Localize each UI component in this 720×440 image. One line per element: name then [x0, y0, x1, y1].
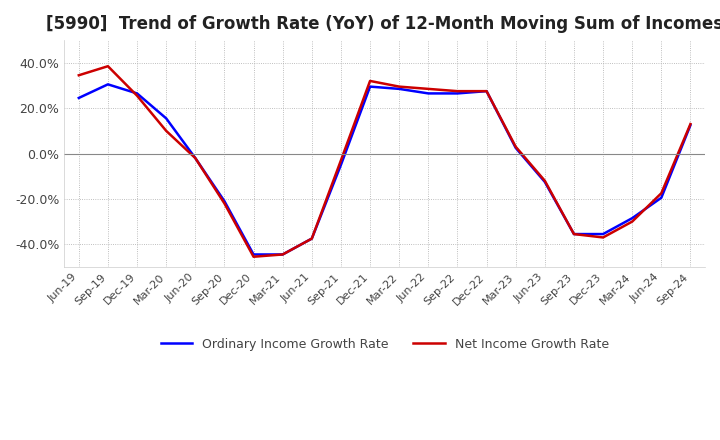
Net Income Growth Rate	[424, 86, 433, 92]
Net Income Growth Rate	[657, 191, 665, 196]
Net Income Growth Rate	[570, 231, 578, 237]
Ordinary Income Growth Rate	[628, 216, 636, 221]
Net Income Growth Rate	[337, 158, 346, 163]
Ordinary Income Growth Rate	[279, 252, 287, 257]
Net Income Growth Rate	[599, 235, 608, 240]
Line: Net Income Growth Rate: Net Income Growth Rate	[78, 66, 690, 257]
Ordinary Income Growth Rate	[132, 91, 141, 96]
Ordinary Income Growth Rate	[162, 116, 171, 121]
Ordinary Income Growth Rate	[191, 155, 199, 161]
Net Income Growth Rate	[132, 93, 141, 98]
Net Income Growth Rate	[482, 88, 491, 94]
Ordinary Income Growth Rate	[104, 82, 112, 87]
Net Income Growth Rate	[162, 128, 171, 133]
Net Income Growth Rate	[511, 144, 520, 149]
Ordinary Income Growth Rate	[599, 231, 608, 237]
Net Income Growth Rate	[686, 121, 695, 127]
Net Income Growth Rate	[453, 88, 462, 94]
Ordinary Income Growth Rate	[307, 236, 316, 241]
Ordinary Income Growth Rate	[249, 252, 258, 257]
Net Income Growth Rate	[279, 252, 287, 257]
Ordinary Income Growth Rate	[220, 198, 229, 204]
Title: [5990]  Trend of Growth Rate (YoY) of 12-Month Moving Sum of Incomes: [5990] Trend of Growth Rate (YoY) of 12-…	[46, 15, 720, 33]
Ordinary Income Growth Rate	[424, 91, 433, 96]
Legend: Ordinary Income Growth Rate, Net Income Growth Rate: Ordinary Income Growth Rate, Net Income …	[156, 333, 613, 356]
Ordinary Income Growth Rate	[337, 162, 346, 168]
Ordinary Income Growth Rate	[657, 195, 665, 200]
Net Income Growth Rate	[249, 254, 258, 260]
Net Income Growth Rate	[541, 178, 549, 183]
Net Income Growth Rate	[104, 63, 112, 69]
Ordinary Income Growth Rate	[541, 179, 549, 184]
Ordinary Income Growth Rate	[511, 145, 520, 150]
Net Income Growth Rate	[74, 73, 83, 78]
Ordinary Income Growth Rate	[570, 231, 578, 237]
Ordinary Income Growth Rate	[395, 86, 403, 92]
Ordinary Income Growth Rate	[686, 122, 695, 128]
Net Income Growth Rate	[307, 236, 316, 241]
Ordinary Income Growth Rate	[74, 95, 83, 101]
Net Income Growth Rate	[628, 219, 636, 224]
Ordinary Income Growth Rate	[482, 88, 491, 94]
Net Income Growth Rate	[366, 78, 374, 84]
Net Income Growth Rate	[220, 201, 229, 206]
Ordinary Income Growth Rate	[366, 84, 374, 89]
Net Income Growth Rate	[191, 155, 199, 161]
Ordinary Income Growth Rate	[453, 91, 462, 96]
Line: Ordinary Income Growth Rate: Ordinary Income Growth Rate	[78, 84, 690, 254]
Net Income Growth Rate	[395, 84, 403, 89]
